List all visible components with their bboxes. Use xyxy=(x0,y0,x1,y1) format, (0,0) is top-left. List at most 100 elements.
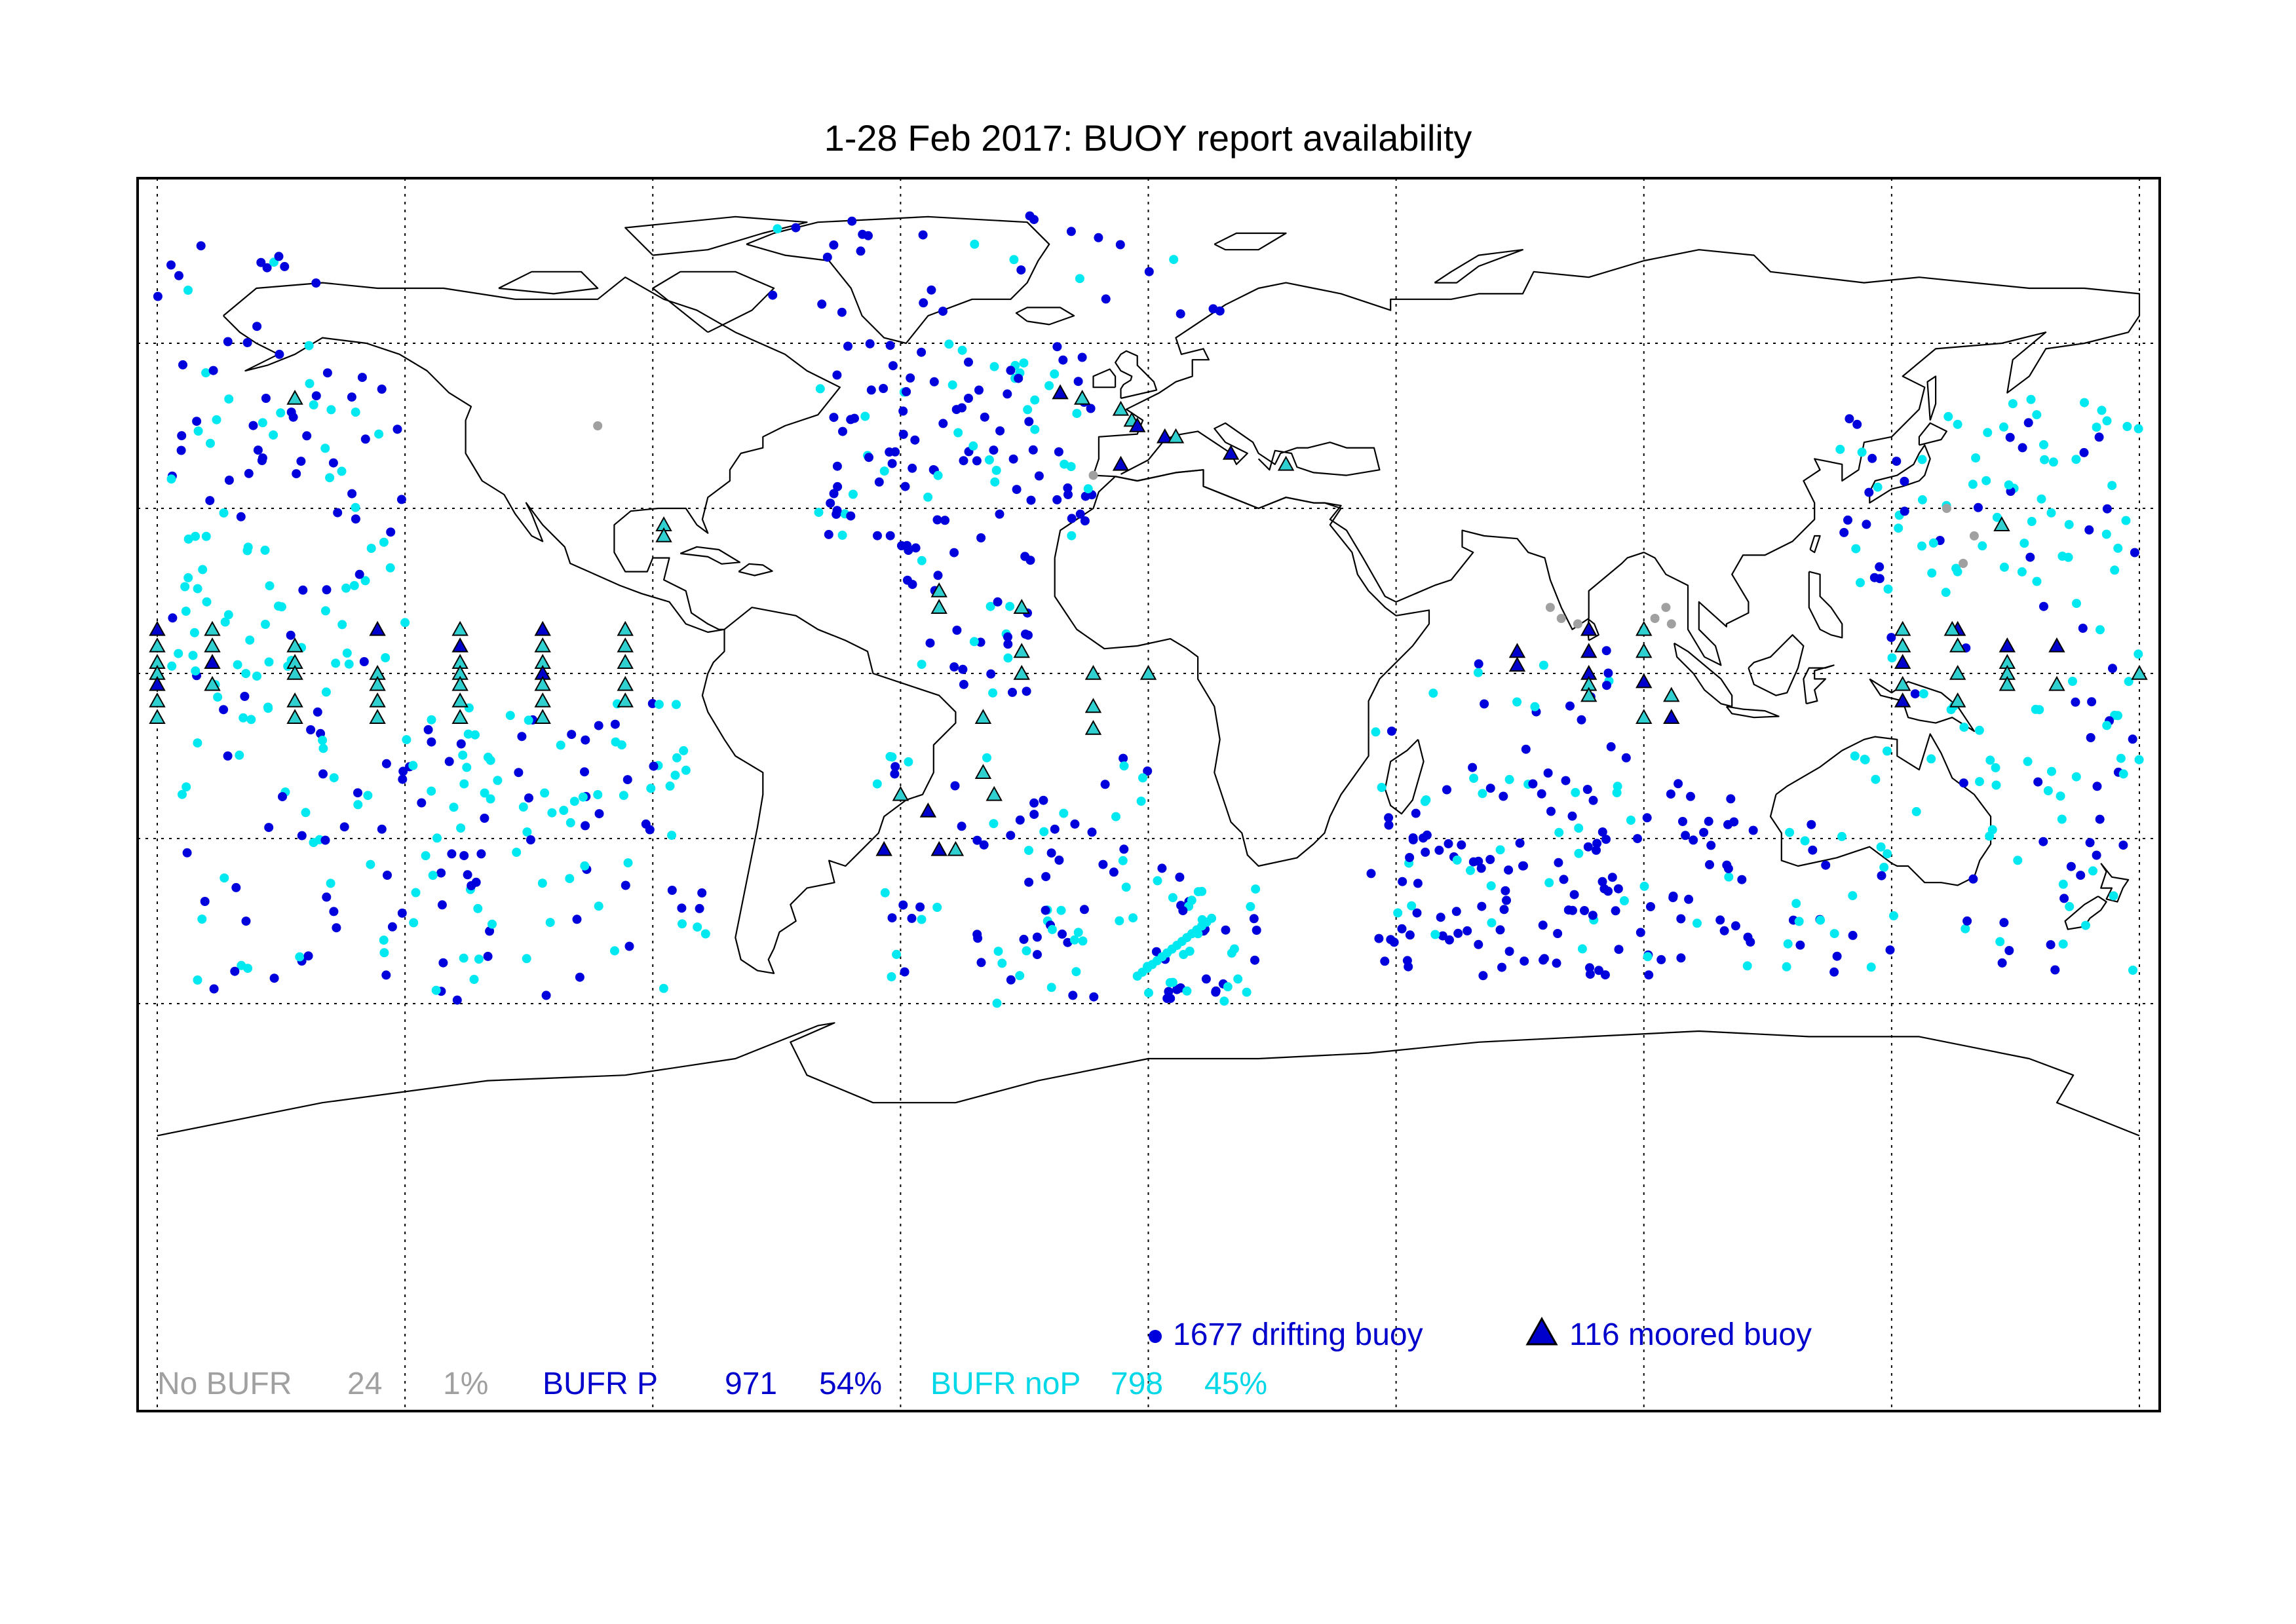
drifting-buoy-marker xyxy=(1867,453,1877,463)
drifting-buoy-marker xyxy=(593,421,603,430)
drifting-buoy-marker xyxy=(260,545,270,555)
drifting-buoy-marker xyxy=(1025,556,1035,565)
coastline-new-zealand-n xyxy=(2100,863,2130,903)
drifting-buoy-marker xyxy=(342,648,352,658)
drifting-buoy-marker xyxy=(2018,443,2027,453)
drifting-buoy-marker xyxy=(206,438,215,448)
drifting-buoy-marker xyxy=(360,576,370,586)
legend-drifting: 1677 drifting buoy xyxy=(1173,1317,1423,1352)
drifting-buoy-marker xyxy=(329,773,339,783)
drifting-buoy-marker xyxy=(486,794,495,804)
moored-buoy-marker xyxy=(1999,675,2016,691)
drifting-buoy-marker xyxy=(396,495,406,504)
drifting-buoy-marker xyxy=(1574,848,1584,858)
drifting-buoy-marker xyxy=(1992,512,2002,522)
drifting-buoy-marker xyxy=(1705,859,1714,869)
drifting-buoy-marker xyxy=(1233,974,1243,984)
moored-buoy-marker xyxy=(149,709,166,724)
drifting-buoy-marker xyxy=(1715,915,1725,925)
drifting-buoy-marker xyxy=(1387,727,1396,736)
drifting-buoy-marker xyxy=(377,385,387,394)
drifting-buoy-marker xyxy=(927,285,936,295)
drifting-buoy-marker xyxy=(879,466,889,476)
drifting-buoy-marker xyxy=(1073,928,1083,937)
drifting-buoy-marker xyxy=(1128,913,1138,923)
drifting-buoy-marker xyxy=(469,975,479,984)
drifting-buoy-marker xyxy=(957,345,967,355)
drifting-buoy-marker xyxy=(1860,755,1870,765)
drifting-buoy-marker xyxy=(1405,930,1415,940)
drifting-buoy-marker xyxy=(313,707,322,717)
drifting-buoy-marker xyxy=(1485,855,1495,864)
drifting-buoy-marker xyxy=(311,391,321,401)
drifting-buoy-marker xyxy=(932,903,942,912)
drifting-buoy-marker xyxy=(1407,901,1417,911)
drifting-buoy-marker xyxy=(398,774,408,784)
drifting-buoy-marker xyxy=(166,474,176,484)
drifting-buoy-marker xyxy=(1219,996,1229,1006)
drifting-buoy-marker xyxy=(2133,424,2143,434)
drifting-buoy-marker xyxy=(1832,951,1842,961)
drifting-buoy-marker xyxy=(305,379,315,388)
moored-buoy-marker xyxy=(451,637,469,652)
moored-buoy-marker xyxy=(1139,664,1157,680)
drifting-buoy-marker xyxy=(537,878,547,888)
drifting-buoy-marker xyxy=(1422,830,1432,840)
drifting-buoy-marker xyxy=(556,740,565,750)
drifting-buoy-marker xyxy=(1644,970,1654,980)
drifting-buoy-marker xyxy=(258,453,267,463)
moored-buoy-marker xyxy=(1112,400,1130,416)
drifting-buoy-marker xyxy=(1900,476,1909,486)
drifting-buoy-marker xyxy=(452,995,462,1005)
drifting-buoy-marker xyxy=(1044,381,1054,390)
drifting-buoy-marker xyxy=(476,849,486,859)
drifting-buoy-marker xyxy=(233,660,242,670)
moored-buoy-marker xyxy=(149,620,166,636)
drifting-buoy-marker xyxy=(646,784,656,793)
moored-buoy-marker xyxy=(1128,417,1146,432)
drifting-buoy-marker xyxy=(1468,763,1478,772)
drifting-buoy-marker xyxy=(193,738,202,748)
drifting-buoy-marker xyxy=(1077,352,1087,362)
drifting-buoy-marker xyxy=(1676,914,1686,924)
drifting-buoy-marker xyxy=(193,584,202,594)
drifting-buoy-marker xyxy=(1621,753,1631,763)
drifting-buoy-marker xyxy=(1852,419,1862,429)
drifting-buoy-marker xyxy=(417,798,427,808)
drifting-buoy-marker xyxy=(832,506,842,516)
drifting-buoy-marker xyxy=(1603,668,1613,678)
drifting-buoy-marker xyxy=(398,766,408,776)
drifting-buoy-marker xyxy=(1094,233,1103,242)
drifting-buoy-marker xyxy=(569,797,579,806)
drifting-buoy-marker xyxy=(1079,905,1089,915)
drifting-buoy-marker xyxy=(2033,777,2043,787)
drifting-buoy-marker xyxy=(423,725,433,734)
drifting-buoy-marker xyxy=(972,456,982,466)
drifting-buoy-marker xyxy=(906,373,915,383)
drifting-buoy-marker xyxy=(1889,911,1898,920)
drifting-buoy-marker xyxy=(1413,878,1423,888)
drifting-buoy-marker xyxy=(297,831,307,840)
moored-buoy-marker xyxy=(286,709,303,724)
drifting-buoy-marker xyxy=(952,626,962,635)
drifting-buoy-marker xyxy=(837,307,847,317)
drifting-buoy-marker xyxy=(1030,425,1040,434)
drifting-buoy-marker xyxy=(817,299,827,309)
drifting-buoy-marker xyxy=(1981,476,1991,485)
drifting-buoy-marker xyxy=(1676,953,1686,963)
drifting-buoy-marker xyxy=(1029,810,1039,820)
moored-buoy-marker xyxy=(451,709,469,724)
drifting-buoy-marker xyxy=(1613,782,1622,791)
drifting-buoy-marker xyxy=(1101,294,1111,304)
drifting-buoy-marker xyxy=(328,458,338,468)
moored-buoy-marker xyxy=(1949,692,1966,708)
moored-buoy-marker xyxy=(149,675,166,691)
drifting-buoy-marker xyxy=(191,666,201,676)
drifting-buoy-marker xyxy=(392,425,402,434)
moored-buoy-marker xyxy=(875,840,892,856)
drifting-buoy-marker xyxy=(402,735,411,745)
drifting-buoy-marker xyxy=(1115,240,1125,250)
drifting-buoy-marker xyxy=(695,903,704,913)
drifting-buoy-marker xyxy=(1571,787,1580,797)
drifting-buoy-marker xyxy=(915,902,925,912)
